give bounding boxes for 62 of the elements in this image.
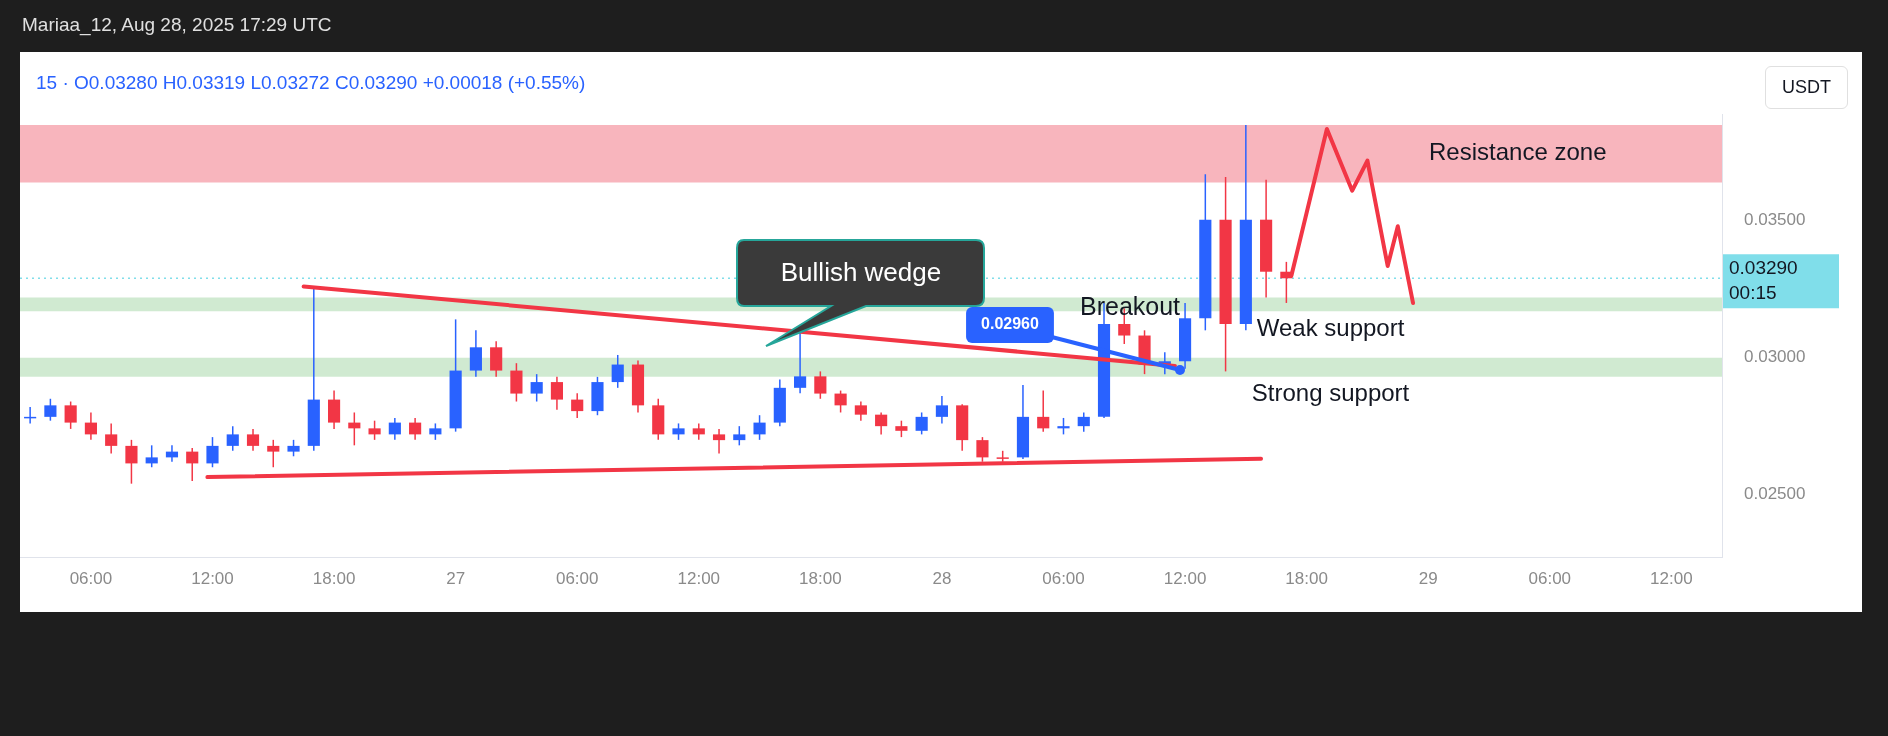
- candlestick: [550, 376, 564, 411]
- candlestick: [246, 428, 260, 452]
- candlestick: [834, 389, 847, 414]
- y-tick-label: 0.03000: [1744, 347, 1806, 367]
- band-label: Resistance zone: [1429, 138, 1607, 166]
- x-tick-label: 18:00: [312, 569, 356, 589]
- x-tick-label: 12:00: [677, 569, 721, 589]
- candlestick: [712, 428, 726, 455]
- candlestick: [64, 400, 77, 430]
- candlestick: [915, 411, 928, 436]
- candlestick: [814, 370, 827, 400]
- candlestick: [388, 417, 401, 441]
- text: 00:15: [1729, 281, 1777, 303]
- candlestick: [267, 439, 280, 468]
- candlestick: [226, 425, 239, 452]
- candlestick: [733, 425, 746, 447]
- candlestick: [935, 395, 948, 425]
- candlestick: [409, 417, 422, 441]
- x-tick-label: 29: [1418, 569, 1438, 589]
- candlestick: [753, 414, 766, 441]
- candlestick: [125, 439, 138, 485]
- x-tick-label: 06:00: [555, 569, 599, 589]
- x-tick-label: 06:00: [1042, 569, 1085, 589]
- band-label: Weak support: [1256, 313, 1405, 341]
- x-tick-label: 06:00: [1528, 569, 1572, 589]
- x-tick-label: 27: [446, 569, 466, 589]
- text: USDT: [1765, 66, 1848, 109]
- candlestick: [1037, 389, 1050, 433]
- candlestick: [469, 329, 482, 378]
- chart-subtitle: 15 · O0.03280 H0.03319 L0.03272 C0.03290 +0.00018 (+0.55%): [36, 72, 586, 94]
- annotation: 0.02960: [981, 315, 1040, 333]
- candlestick: [875, 411, 888, 436]
- ref-line-label: 0.03290: [1729, 256, 1798, 278]
- candlestick: [571, 392, 584, 419]
- candlestick: [206, 436, 219, 468]
- candlestick: [105, 422, 118, 455]
- x-tick-label: 28: [932, 569, 952, 589]
- x-tick-label: 18:00: [799, 569, 842, 589]
- candlestick: [854, 400, 867, 422]
- chart-title: Mariaa_12, Aug 28, 2025 17:29 UTC: [22, 14, 332, 36]
- candlestick: [490, 340, 503, 378]
- candlestick: [1077, 411, 1090, 433]
- candlestick: [186, 447, 199, 482]
- candlestick: [611, 354, 624, 389]
- candlestick: [368, 419, 381, 441]
- x-tick-label: 12:00: [1650, 569, 1693, 589]
- candlestick: [530, 373, 543, 403]
- candlestick: [794, 332, 807, 395]
- annotation: Breakout: [1080, 292, 1181, 321]
- candlestick: [145, 444, 158, 468]
- y-tick-label: 0.03500: [1744, 210, 1806, 230]
- band-label: Strong support: [1251, 379, 1410, 407]
- candlestick: [327, 389, 341, 430]
- candlestick: [44, 398, 57, 422]
- x-tick-label: 12:00: [1163, 569, 1207, 589]
- x-tick-label: 12:00: [191, 569, 234, 589]
- candlestick: [84, 411, 97, 441]
- y-tick-label: 0.02500: [1744, 484, 1806, 504]
- annotation: Bullish wedge: [779, 256, 943, 289]
- x-tick-label: 18:00: [1285, 569, 1328, 589]
- x-tick-label: 06:00: [69, 569, 113, 589]
- candlestick: [510, 362, 523, 403]
